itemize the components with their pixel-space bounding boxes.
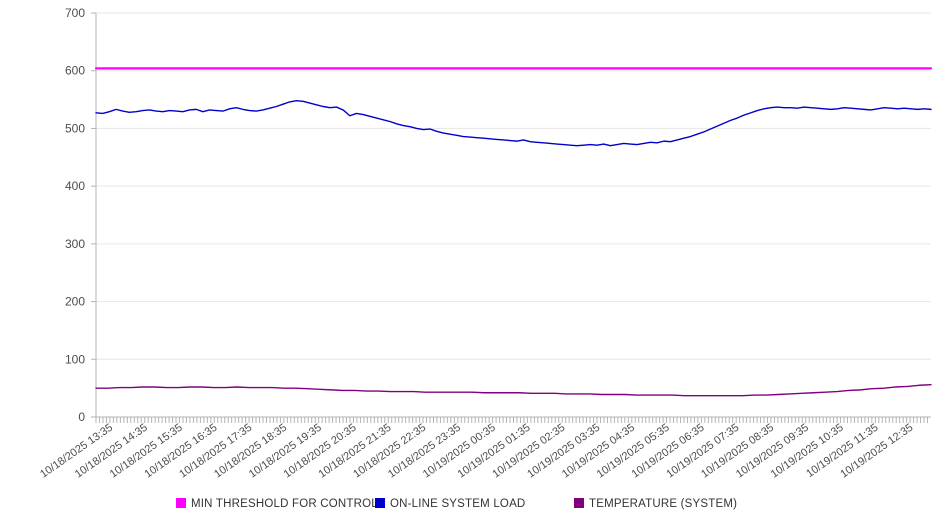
y-tick-label: 100: [65, 352, 85, 366]
y-axis-tick-labels: 0 100 200 300 400 500 600 700: [65, 6, 85, 424]
series-line-2: [95, 383, 932, 397]
y-tick-label: 200: [65, 295, 85, 309]
chart-legend: MIN THRESHOLD FOR CONTROL ON-LINE SYSTEM …: [176, 498, 737, 510]
y-tick-label: 400: [65, 179, 85, 193]
grid-layer: [96, 12, 931, 418]
legend-swatch-2[interactable]: [574, 498, 584, 508]
y-tick-label: 500: [65, 121, 85, 135]
legend-label-2[interactable]: TEMPERATURE (SYSTEM): [589, 498, 737, 510]
legend-swatch-1[interactable]: [375, 498, 385, 508]
axis-layer: [91, 12, 931, 423]
y-tick-label: 300: [65, 237, 85, 251]
legend-label-0[interactable]: MIN THRESHOLD FOR CONTROL: [191, 498, 378, 510]
series-line-1: [95, 100, 932, 147]
series-layer: [94, 67, 933, 397]
y-tick-label: 700: [65, 6, 85, 20]
y-tick-label: 0: [78, 410, 85, 424]
y-tick-label: 600: [65, 64, 85, 78]
legend-swatch-0[interactable]: [176, 498, 186, 508]
legend-label-1[interactable]: ON-LINE SYSTEM LOAD: [390, 498, 525, 510]
